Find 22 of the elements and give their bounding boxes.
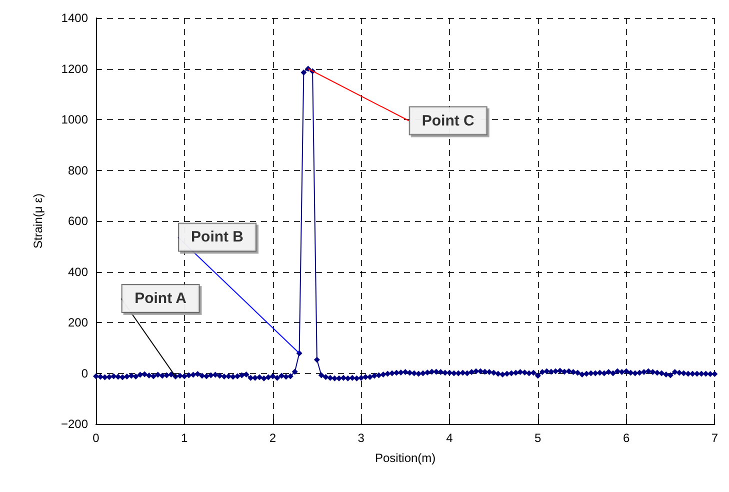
y-tick-label: 200 [68,316,88,330]
y-tick-label: 600 [68,214,88,228]
y-tick-label: 0 [81,366,88,380]
x-tick-label: 2 [269,431,276,445]
x-tick-label: 7 [711,431,718,445]
y-tick-label: 1000 [61,112,88,126]
x-tick-label: 3 [358,431,365,445]
y-tick-label: 400 [68,264,88,279]
x-axis-title: Position(m) [374,451,436,465]
y-axis-title: Strain(μ ε) [31,194,45,248]
y-tick-label: 800 [68,163,88,178]
annotation: Point B [191,228,244,246]
x-tick-label: 6 [622,431,630,445]
x-tick-label: 1 [181,431,188,445]
x-tick-label: 5 [534,431,542,445]
x-tick-label: 0 [92,431,100,445]
y-tick-label: 1400 [61,11,88,25]
y-tick-label: −200 [60,417,88,431]
annotation: Point A [134,290,187,308]
y-tick-label: 1200 [61,62,88,76]
x-tick-label: 4 [446,431,454,445]
annotation: Point C [422,112,475,130]
